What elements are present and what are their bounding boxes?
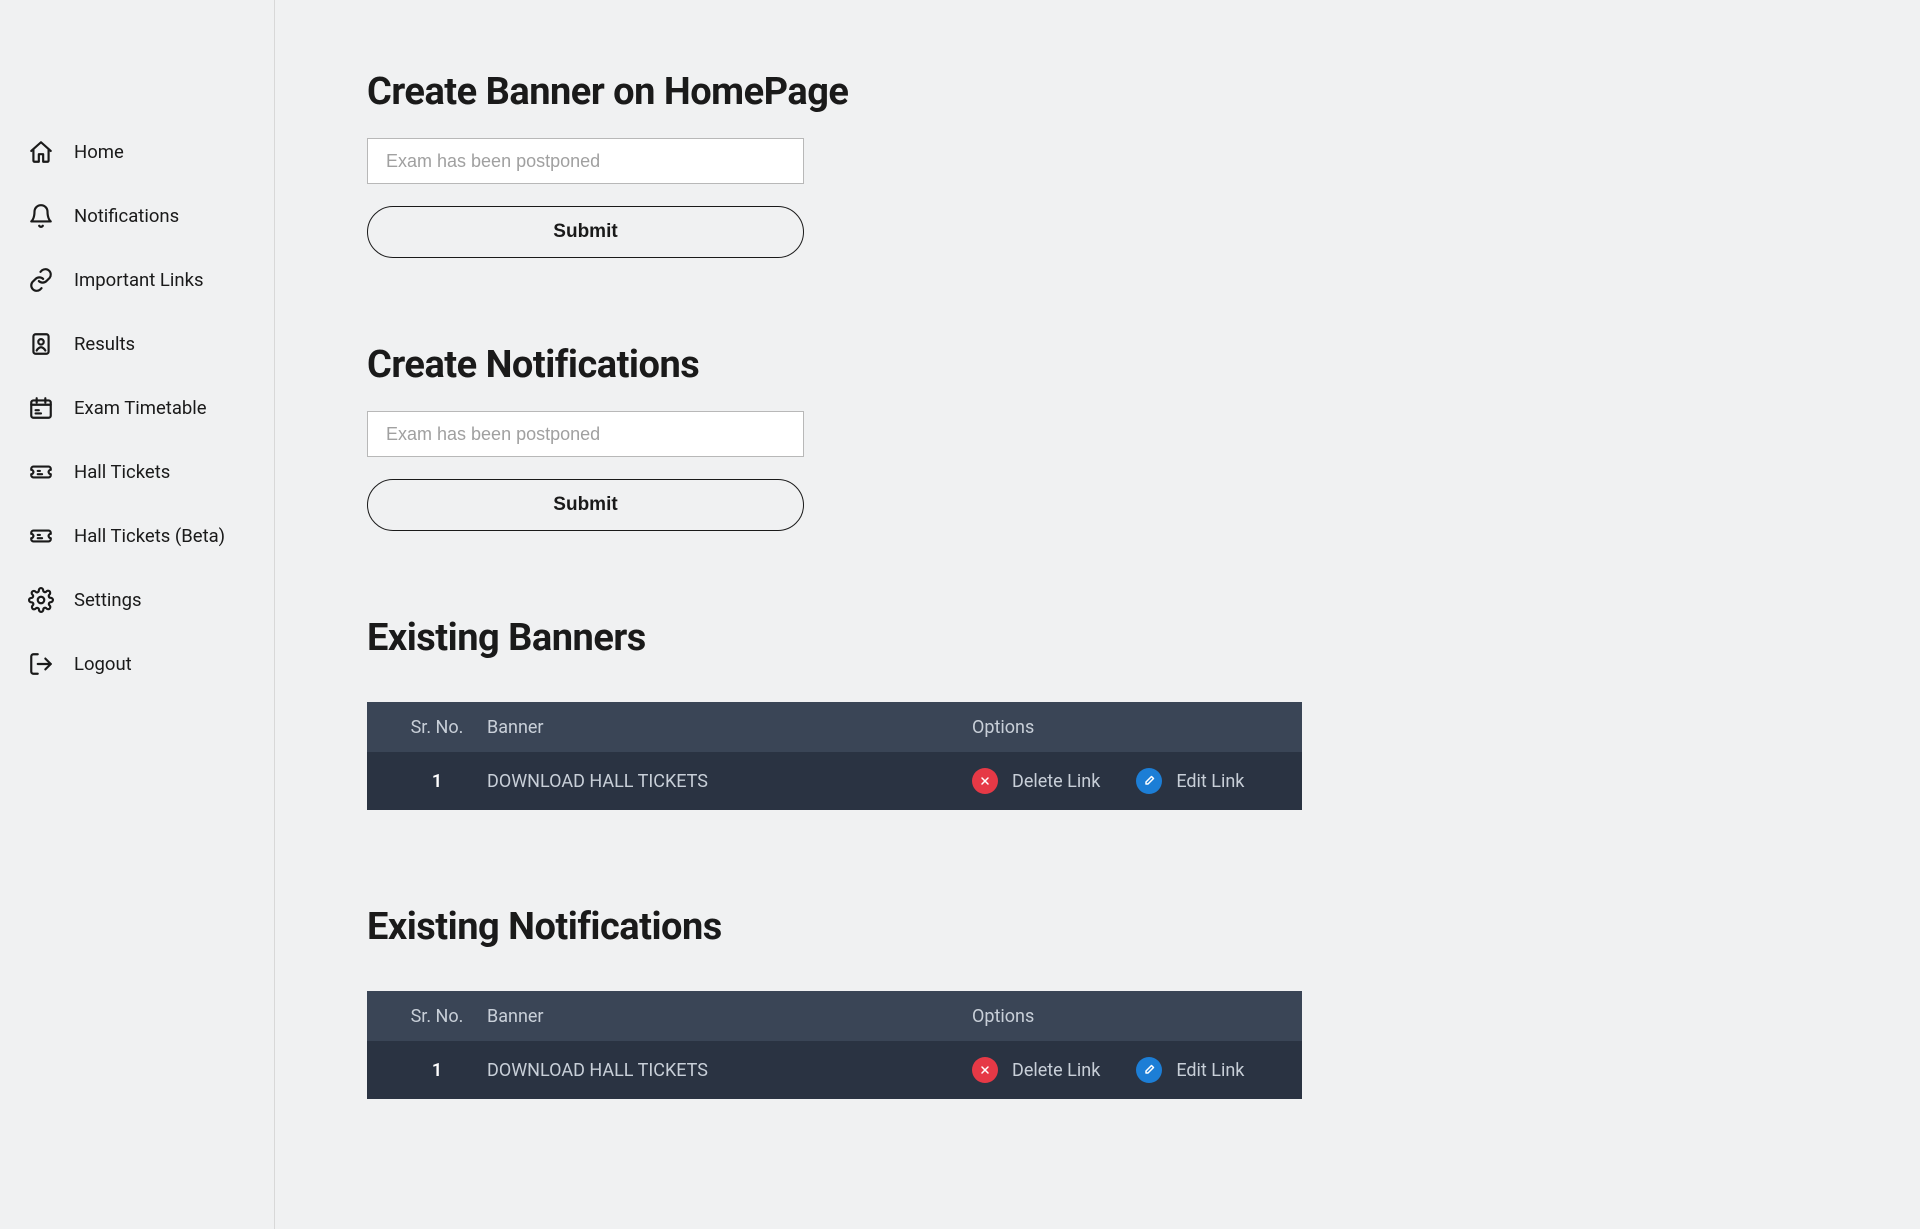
sidebar-item-logout[interactable]: Logout	[28, 632, 274, 696]
existing-banners-title: Existing Banners	[367, 616, 1920, 660]
banners-table: Sr. No. Banner Options 1 DOWNLOAD HALL T…	[367, 702, 1302, 810]
banner-submit-button[interactable]: Submit	[367, 206, 804, 258]
sidebar-item-home[interactable]: Home	[28, 120, 274, 184]
col-header-sr: Sr. No.	[387, 717, 487, 738]
create-banner-section: Create Banner on HomePage Submit	[367, 70, 1920, 258]
calendar-icon	[28, 395, 54, 421]
sidebar-item-label: Hall Tickets (Beta)	[74, 525, 225, 547]
col-header-options: Options	[972, 1006, 1282, 1027]
create-notifications-title: Create Notifications	[367, 343, 1920, 387]
edit-link[interactable]: Edit Link	[1176, 1060, 1244, 1081]
sidebar-item-label: Hall Tickets	[74, 461, 170, 483]
home-icon	[28, 139, 54, 165]
notification-submit-button[interactable]: Submit	[367, 479, 804, 531]
sidebar-item-label: Results	[74, 333, 135, 355]
existing-notifications-section: Existing Notifications Sr. No. Banner Op…	[367, 905, 1920, 1099]
table-header: Sr. No. Banner Options	[367, 702, 1302, 752]
col-header-options: Options	[972, 717, 1282, 738]
create-banner-title: Create Banner on HomePage	[367, 70, 1920, 114]
sidebar: Home Notifications Important Links Resul…	[0, 0, 275, 1229]
delete-icon[interactable]	[972, 768, 998, 794]
sidebar-item-settings[interactable]: Settings	[28, 568, 274, 632]
edit-icon[interactable]	[1136, 1057, 1162, 1083]
cell-banner: DOWNLOAD HALL TICKETS	[487, 771, 972, 792]
edit-icon[interactable]	[1136, 768, 1162, 794]
sidebar-item-label: Logout	[74, 653, 132, 675]
sidebar-item-important-links[interactable]: Important Links	[28, 248, 274, 312]
table-row: 1 DOWNLOAD HALL TICKETS Delete Link	[367, 1041, 1302, 1099]
sidebar-item-label: Home	[74, 141, 124, 163]
sidebar-item-label: Exam Timetable	[74, 397, 207, 419]
table-row: 1 DOWNLOAD HALL TICKETS Delete Link	[367, 752, 1302, 810]
notifications-table: Sr. No. Banner Options 1 DOWNLOAD HALL T…	[367, 991, 1302, 1099]
sidebar-item-hall-tickets[interactable]: Hall Tickets	[28, 440, 274, 504]
col-header-banner: Banner	[487, 1006, 972, 1027]
sidebar-item-label: Important Links	[74, 269, 204, 291]
cell-options: Delete Link Edit Link	[972, 768, 1282, 794]
main-content: Create Banner on HomePage Submit Create …	[275, 0, 1920, 1229]
banner-text-input[interactable]	[367, 138, 804, 184]
existing-banners-section: Existing Banners Sr. No. Banner Options …	[367, 616, 1920, 810]
ticket-icon	[28, 459, 54, 485]
delete-icon[interactable]	[972, 1057, 998, 1083]
cell-sr: 1	[387, 1060, 487, 1081]
cell-sr: 1	[387, 771, 487, 792]
sidebar-item-label: Settings	[74, 589, 142, 611]
create-notifications-section: Create Notifications Submit	[367, 343, 1920, 531]
cell-options: Delete Link Edit Link	[972, 1057, 1282, 1083]
ticket-icon	[28, 523, 54, 549]
col-header-sr: Sr. No.	[387, 1006, 487, 1027]
notification-text-input[interactable]	[367, 411, 804, 457]
col-header-banner: Banner	[487, 717, 972, 738]
sidebar-item-label: Notifications	[74, 205, 179, 227]
cell-banner: DOWNLOAD HALL TICKETS	[487, 1060, 972, 1081]
sidebar-item-hall-tickets-beta[interactable]: Hall Tickets (Beta)	[28, 504, 274, 568]
logout-icon	[28, 651, 54, 677]
delete-link[interactable]: Delete Link	[1012, 771, 1100, 792]
sidebar-item-exam-timetable[interactable]: Exam Timetable	[28, 376, 274, 440]
existing-notifications-title: Existing Notifications	[367, 905, 1920, 949]
sidebar-item-results[interactable]: Results	[28, 312, 274, 376]
results-icon	[28, 331, 54, 357]
gear-icon	[28, 587, 54, 613]
sidebar-item-notifications[interactable]: Notifications	[28, 184, 274, 248]
table-header: Sr. No. Banner Options	[367, 991, 1302, 1041]
edit-link[interactable]: Edit Link	[1176, 771, 1244, 792]
link-icon	[28, 267, 54, 293]
bell-icon	[28, 203, 54, 229]
delete-link[interactable]: Delete Link	[1012, 1060, 1100, 1081]
